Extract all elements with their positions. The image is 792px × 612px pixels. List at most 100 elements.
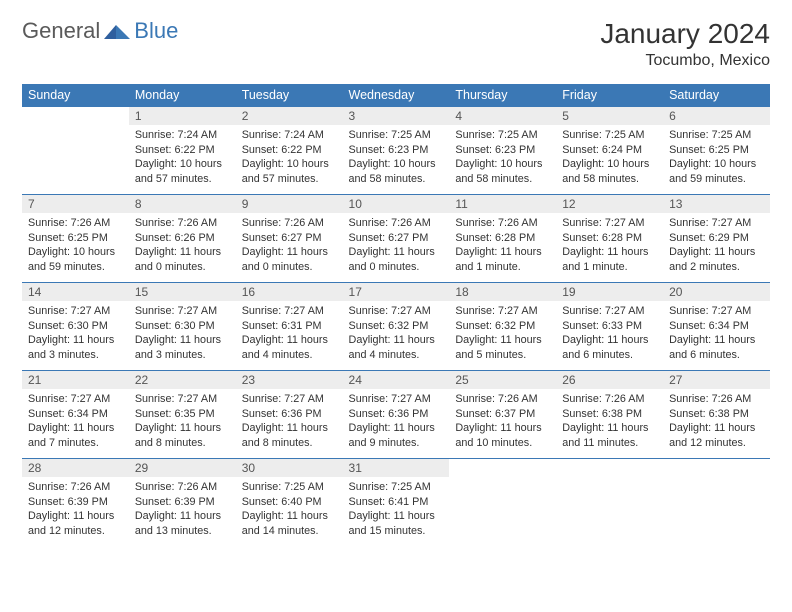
daylight-text: Daylight: 11 hours and 14 minutes. xyxy=(242,509,337,538)
calendar-empty-cell xyxy=(663,459,770,547)
calendar-day-cell: 12Sunrise: 7:27 AMSunset: 6:28 PMDayligh… xyxy=(556,195,663,283)
day-number: 31 xyxy=(343,459,450,477)
day-details: Sunrise: 7:25 AMSunset: 6:24 PMDaylight:… xyxy=(556,125,663,190)
calendar-day-cell: 9Sunrise: 7:26 AMSunset: 6:27 PMDaylight… xyxy=(236,195,343,283)
sunset-text: Sunset: 6:31 PM xyxy=(242,319,337,334)
day-details: Sunrise: 7:24 AMSunset: 6:22 PMDaylight:… xyxy=(129,125,236,190)
day-number: 21 xyxy=(22,371,129,389)
calendar-day-cell: 11Sunrise: 7:26 AMSunset: 6:28 PMDayligh… xyxy=(449,195,556,283)
sunset-text: Sunset: 6:26 PM xyxy=(135,231,230,246)
daylight-text: Daylight: 11 hours and 15 minutes. xyxy=(349,509,444,538)
calendar-day-cell: 3Sunrise: 7:25 AMSunset: 6:23 PMDaylight… xyxy=(343,107,450,195)
day-number: 14 xyxy=(22,283,129,301)
day-number: 12 xyxy=(556,195,663,213)
day-number: 15 xyxy=(129,283,236,301)
sunset-text: Sunset: 6:40 PM xyxy=(242,495,337,510)
daylight-text: Daylight: 11 hours and 1 minute. xyxy=(455,245,550,274)
calendar-day-cell: 8Sunrise: 7:26 AMSunset: 6:26 PMDaylight… xyxy=(129,195,236,283)
sunset-text: Sunset: 6:41 PM xyxy=(349,495,444,510)
sunrise-text: Sunrise: 7:26 AM xyxy=(28,480,123,495)
weekday-header: Saturday xyxy=(663,84,770,107)
calendar-day-cell: 31Sunrise: 7:25 AMSunset: 6:41 PMDayligh… xyxy=(343,459,450,547)
day-number: 6 xyxy=(663,107,770,125)
day-number: 23 xyxy=(236,371,343,389)
day-details: Sunrise: 7:25 AMSunset: 6:23 PMDaylight:… xyxy=(343,125,450,190)
weekday-header-row: SundayMondayTuesdayWednesdayThursdayFrid… xyxy=(22,84,770,107)
day-details: Sunrise: 7:26 AMSunset: 6:39 PMDaylight:… xyxy=(129,477,236,542)
calendar-day-cell: 23Sunrise: 7:27 AMSunset: 6:36 PMDayligh… xyxy=(236,371,343,459)
day-details: Sunrise: 7:27 AMSunset: 6:36 PMDaylight:… xyxy=(343,389,450,454)
daylight-text: Daylight: 10 hours and 58 minutes. xyxy=(349,157,444,186)
day-number: 28 xyxy=(22,459,129,477)
daylight-text: Daylight: 10 hours and 57 minutes. xyxy=(135,157,230,186)
calendar-day-cell: 29Sunrise: 7:26 AMSunset: 6:39 PMDayligh… xyxy=(129,459,236,547)
day-details: Sunrise: 7:27 AMSunset: 6:34 PMDaylight:… xyxy=(663,301,770,366)
calendar-day-cell: 16Sunrise: 7:27 AMSunset: 6:31 PMDayligh… xyxy=(236,283,343,371)
sunset-text: Sunset: 6:38 PM xyxy=(669,407,764,422)
sunset-text: Sunset: 6:27 PM xyxy=(242,231,337,246)
daylight-text: Daylight: 11 hours and 3 minutes. xyxy=(135,333,230,362)
day-details: Sunrise: 7:26 AMSunset: 6:39 PMDaylight:… xyxy=(22,477,129,542)
weekday-header: Sunday xyxy=(22,84,129,107)
brand-mark-icon xyxy=(104,21,130,41)
daylight-text: Daylight: 11 hours and 9 minutes. xyxy=(349,421,444,450)
day-details: Sunrise: 7:27 AMSunset: 6:28 PMDaylight:… xyxy=(556,213,663,278)
daylight-text: Daylight: 11 hours and 2 minutes. xyxy=(669,245,764,274)
calendar-day-cell: 15Sunrise: 7:27 AMSunset: 6:30 PMDayligh… xyxy=(129,283,236,371)
sunset-text: Sunset: 6:24 PM xyxy=(562,143,657,158)
day-details: Sunrise: 7:25 AMSunset: 6:40 PMDaylight:… xyxy=(236,477,343,542)
sunset-text: Sunset: 6:34 PM xyxy=(669,319,764,334)
sunrise-text: Sunrise: 7:27 AM xyxy=(349,304,444,319)
sunrise-text: Sunrise: 7:27 AM xyxy=(562,304,657,319)
day-number: 16 xyxy=(236,283,343,301)
sunset-text: Sunset: 6:32 PM xyxy=(455,319,550,334)
daylight-text: Daylight: 11 hours and 1 minute. xyxy=(562,245,657,274)
sunrise-text: Sunrise: 7:25 AM xyxy=(349,128,444,143)
sunset-text: Sunset: 6:25 PM xyxy=(28,231,123,246)
sunrise-text: Sunrise: 7:26 AM xyxy=(562,392,657,407)
sunrise-text: Sunrise: 7:27 AM xyxy=(135,392,230,407)
daylight-text: Daylight: 11 hours and 12 minutes. xyxy=(669,421,764,450)
sunrise-text: Sunrise: 7:27 AM xyxy=(455,304,550,319)
sunrise-text: Sunrise: 7:27 AM xyxy=(562,216,657,231)
day-number: 17 xyxy=(343,283,450,301)
weekday-header: Friday xyxy=(556,84,663,107)
day-details: Sunrise: 7:27 AMSunset: 6:34 PMDaylight:… xyxy=(22,389,129,454)
day-number: 19 xyxy=(556,283,663,301)
sunset-text: Sunset: 6:23 PM xyxy=(349,143,444,158)
header: General Blue January 2024 Tocumbo, Mexic… xyxy=(22,18,770,70)
sunset-text: Sunset: 6:25 PM xyxy=(669,143,764,158)
sunset-text: Sunset: 6:22 PM xyxy=(242,143,337,158)
daylight-text: Daylight: 10 hours and 58 minutes. xyxy=(562,157,657,186)
sunset-text: Sunset: 6:23 PM xyxy=(455,143,550,158)
sunrise-text: Sunrise: 7:26 AM xyxy=(455,392,550,407)
daylight-text: Daylight: 10 hours and 58 minutes. xyxy=(455,157,550,186)
day-details: Sunrise: 7:27 AMSunset: 6:35 PMDaylight:… xyxy=(129,389,236,454)
sunset-text: Sunset: 6:33 PM xyxy=(562,319,657,334)
daylight-text: Daylight: 11 hours and 8 minutes. xyxy=(135,421,230,450)
calendar-day-cell: 10Sunrise: 7:26 AMSunset: 6:27 PMDayligh… xyxy=(343,195,450,283)
daylight-text: Daylight: 11 hours and 0 minutes. xyxy=(349,245,444,274)
day-number: 26 xyxy=(556,371,663,389)
page-title: January 2024 xyxy=(600,18,770,50)
sunset-text: Sunset: 6:36 PM xyxy=(349,407,444,422)
calendar-day-cell: 5Sunrise: 7:25 AMSunset: 6:24 PMDaylight… xyxy=(556,107,663,195)
day-number: 5 xyxy=(556,107,663,125)
calendar-empty-cell xyxy=(556,459,663,547)
sunrise-text: Sunrise: 7:25 AM xyxy=(669,128,764,143)
sunrise-text: Sunrise: 7:27 AM xyxy=(135,304,230,319)
day-number: 10 xyxy=(343,195,450,213)
calendar-empty-cell xyxy=(22,107,129,195)
sunrise-text: Sunrise: 7:25 AM xyxy=(242,480,337,495)
daylight-text: Daylight: 11 hours and 3 minutes. xyxy=(28,333,123,362)
day-details: Sunrise: 7:27 AMSunset: 6:30 PMDaylight:… xyxy=(129,301,236,366)
sunrise-text: Sunrise: 7:27 AM xyxy=(28,304,123,319)
calendar-day-cell: 30Sunrise: 7:25 AMSunset: 6:40 PMDayligh… xyxy=(236,459,343,547)
sunrise-text: Sunrise: 7:27 AM xyxy=(349,392,444,407)
sunrise-text: Sunrise: 7:26 AM xyxy=(349,216,444,231)
sunset-text: Sunset: 6:38 PM xyxy=(562,407,657,422)
day-details: Sunrise: 7:25 AMSunset: 6:41 PMDaylight:… xyxy=(343,477,450,542)
weekday-header: Thursday xyxy=(449,84,556,107)
day-number: 2 xyxy=(236,107,343,125)
day-details: Sunrise: 7:27 AMSunset: 6:33 PMDaylight:… xyxy=(556,301,663,366)
